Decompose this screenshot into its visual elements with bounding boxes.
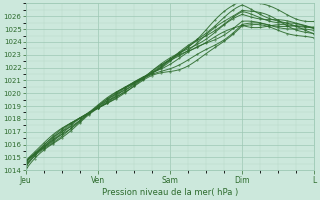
X-axis label: Pression niveau de la mer( hPa ): Pression niveau de la mer( hPa ) [102, 188, 238, 197]
